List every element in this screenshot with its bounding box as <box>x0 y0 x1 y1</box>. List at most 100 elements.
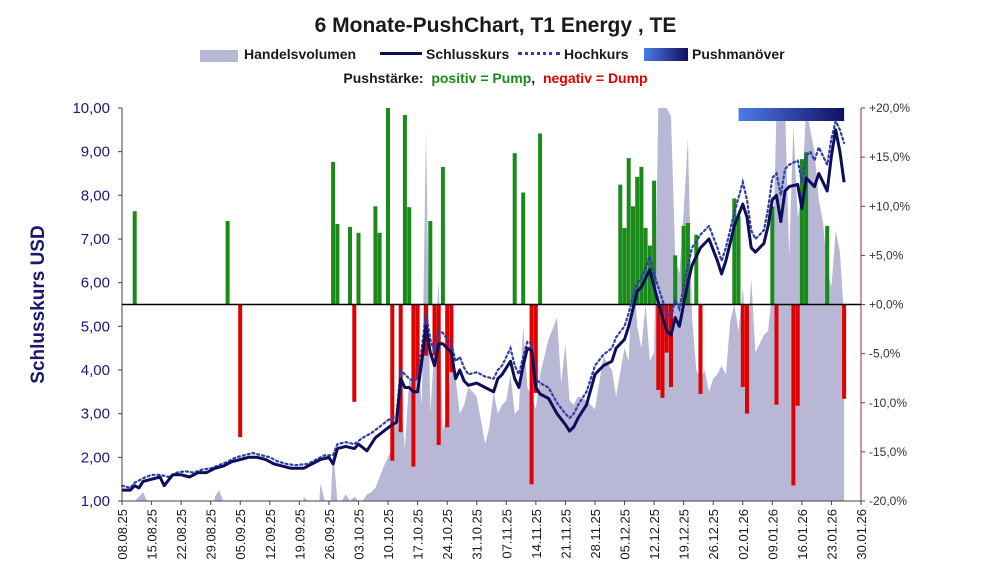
x-tick-label: 26.09.25 <box>322 509 337 560</box>
x-tick-label: 30.01.26 <box>854 509 869 560</box>
x-tick-label: 07.11.25 <box>499 509 514 559</box>
x-tick-label: 28.11.25 <box>588 509 603 559</box>
push-bar-pump <box>622 227 627 305</box>
push-bar-pump <box>799 159 804 305</box>
push-bar-pump <box>694 234 699 305</box>
high-price-line <box>120 117 846 490</box>
y2-tick-label: +15,0% <box>869 150 910 164</box>
push-bar-dump <box>660 304 665 398</box>
push-bar-pump <box>440 166 445 305</box>
y2-tick-label: +20,0% <box>869 101 910 115</box>
push-bar-dump <box>795 304 800 406</box>
push-bar-dump <box>445 304 450 428</box>
push-bar-pump <box>631 206 635 305</box>
push-bar-dump <box>529 304 534 485</box>
legend-close-label: Schlusskurs <box>426 46 510 62</box>
push-bar-dump <box>390 304 395 461</box>
y-tick-label: 1,00 <box>81 493 110 510</box>
legend-volume-label: Handelsvolumen <box>244 46 357 62</box>
push-bar-dump <box>740 304 745 387</box>
push-bar-pump <box>732 198 737 305</box>
push-bar-pump <box>770 206 775 305</box>
push-bar-pump <box>335 223 340 305</box>
legend-push-label: Pushmanöver <box>692 46 785 62</box>
legend-close-swatch <box>380 52 422 55</box>
push-bar-pump <box>681 225 686 305</box>
push-bar-dump <box>352 304 357 402</box>
y-tick-label: 2,00 <box>81 449 110 466</box>
y-tick-label: 3,00 <box>81 406 110 423</box>
push-bar-pump <box>825 225 830 305</box>
push-bar-dump <box>745 304 749 414</box>
volume-layer <box>122 108 845 501</box>
legend-high-swatch <box>518 52 560 55</box>
push-bar-dump <box>432 304 437 356</box>
push-bar-dump <box>791 304 796 486</box>
y2-tick-label: -10,0% <box>869 396 907 410</box>
x-tick-label: 09.01.26 <box>765 509 780 560</box>
pushstaerke-positive: positiv = Pump <box>431 70 532 86</box>
legend-high-label: Hochkurs <box>564 46 629 62</box>
x-tick-label: 21.11.25 <box>558 509 573 559</box>
push-bar-pump <box>407 207 412 305</box>
x-tick-label: 10.10.25 <box>381 509 396 560</box>
chart-title: 6 Monate-PushChart, T1 Energy , TE <box>314 14 677 37</box>
y2-tick-label: -15,0% <box>869 445 907 459</box>
push-bar-dump <box>415 304 420 379</box>
x-tick-label: 15.08.25 <box>145 509 160 560</box>
x-tick-label: 08.08.25 <box>115 509 130 560</box>
y2-tick-label: +10,0% <box>869 199 910 213</box>
push-bar-pump <box>377 232 382 305</box>
push-bar-pump <box>673 255 678 305</box>
push-bar-pump <box>512 153 517 305</box>
x-tick-label: 22.08.25 <box>174 509 189 560</box>
x-tick-label: 31.10.25 <box>470 509 485 560</box>
push-bar-dump <box>398 304 403 433</box>
price-lines-layer <box>120 117 846 492</box>
push-bar-pump <box>386 108 390 305</box>
push-bar-pump <box>331 162 336 305</box>
labels-layer: 1,00 2,00 3,00 4,00 5,00 6,00 7,00 8,00 9,00 10,0… <box>28 100 910 560</box>
push-bar-dump <box>774 304 779 405</box>
legend-push-swatch <box>644 48 688 61</box>
x-tick-label: 03.10.25 <box>351 509 366 560</box>
x-tick-label: 23.01.26 <box>824 509 839 560</box>
volume-area <box>122 108 845 501</box>
x-tick-label: 19.12.25 <box>677 509 692 560</box>
axes-layer <box>118 107 865 505</box>
push-bars-layer <box>132 108 847 486</box>
x-tick-label: 24.10.25 <box>440 509 455 560</box>
push-bar-dump <box>669 304 673 387</box>
push-bar-pump <box>521 192 526 305</box>
push-bar-dump <box>238 304 243 438</box>
y2-tick-label: +5,0% <box>869 248 904 262</box>
y-tick-label: 8,00 <box>81 187 110 204</box>
pushmanoever-band <box>738 108 845 121</box>
pushstaerke-negative: negativ = Dump <box>542 70 648 86</box>
push-bar-pump <box>804 152 809 305</box>
push-bar-pump <box>618 184 623 305</box>
x-tick-label: 05.12.25 <box>618 509 633 560</box>
x-tick-label: 12.09.25 <box>263 509 278 560</box>
push-bar-pump <box>373 206 378 305</box>
x-tick-label: 05.09.25 <box>233 509 248 560</box>
push-bar-dump <box>411 304 416 467</box>
push-bar-dump <box>656 304 661 390</box>
push-bar-dump <box>436 304 441 445</box>
x-tick-label: 02.01.26 <box>736 509 751 560</box>
x-tick-label: 12.12.25 <box>647 509 662 560</box>
push-bar-pump <box>736 216 741 305</box>
legend-volume-swatch <box>200 50 238 62</box>
y-axis-title: Schlusskurs USD <box>28 225 49 383</box>
push-bar-dump <box>842 304 847 399</box>
y2-tick-label: -20,0% <box>869 494 907 508</box>
push-bar-pump <box>639 166 644 305</box>
push-bar-pump <box>538 133 543 305</box>
x-tick-label: 14.11.25 <box>529 509 544 559</box>
push-bar-pump <box>428 221 433 305</box>
pushstaerke-label: Pushstärke: <box>343 70 424 86</box>
push-bar-pump <box>348 226 352 305</box>
push-bar-pump <box>356 232 361 305</box>
